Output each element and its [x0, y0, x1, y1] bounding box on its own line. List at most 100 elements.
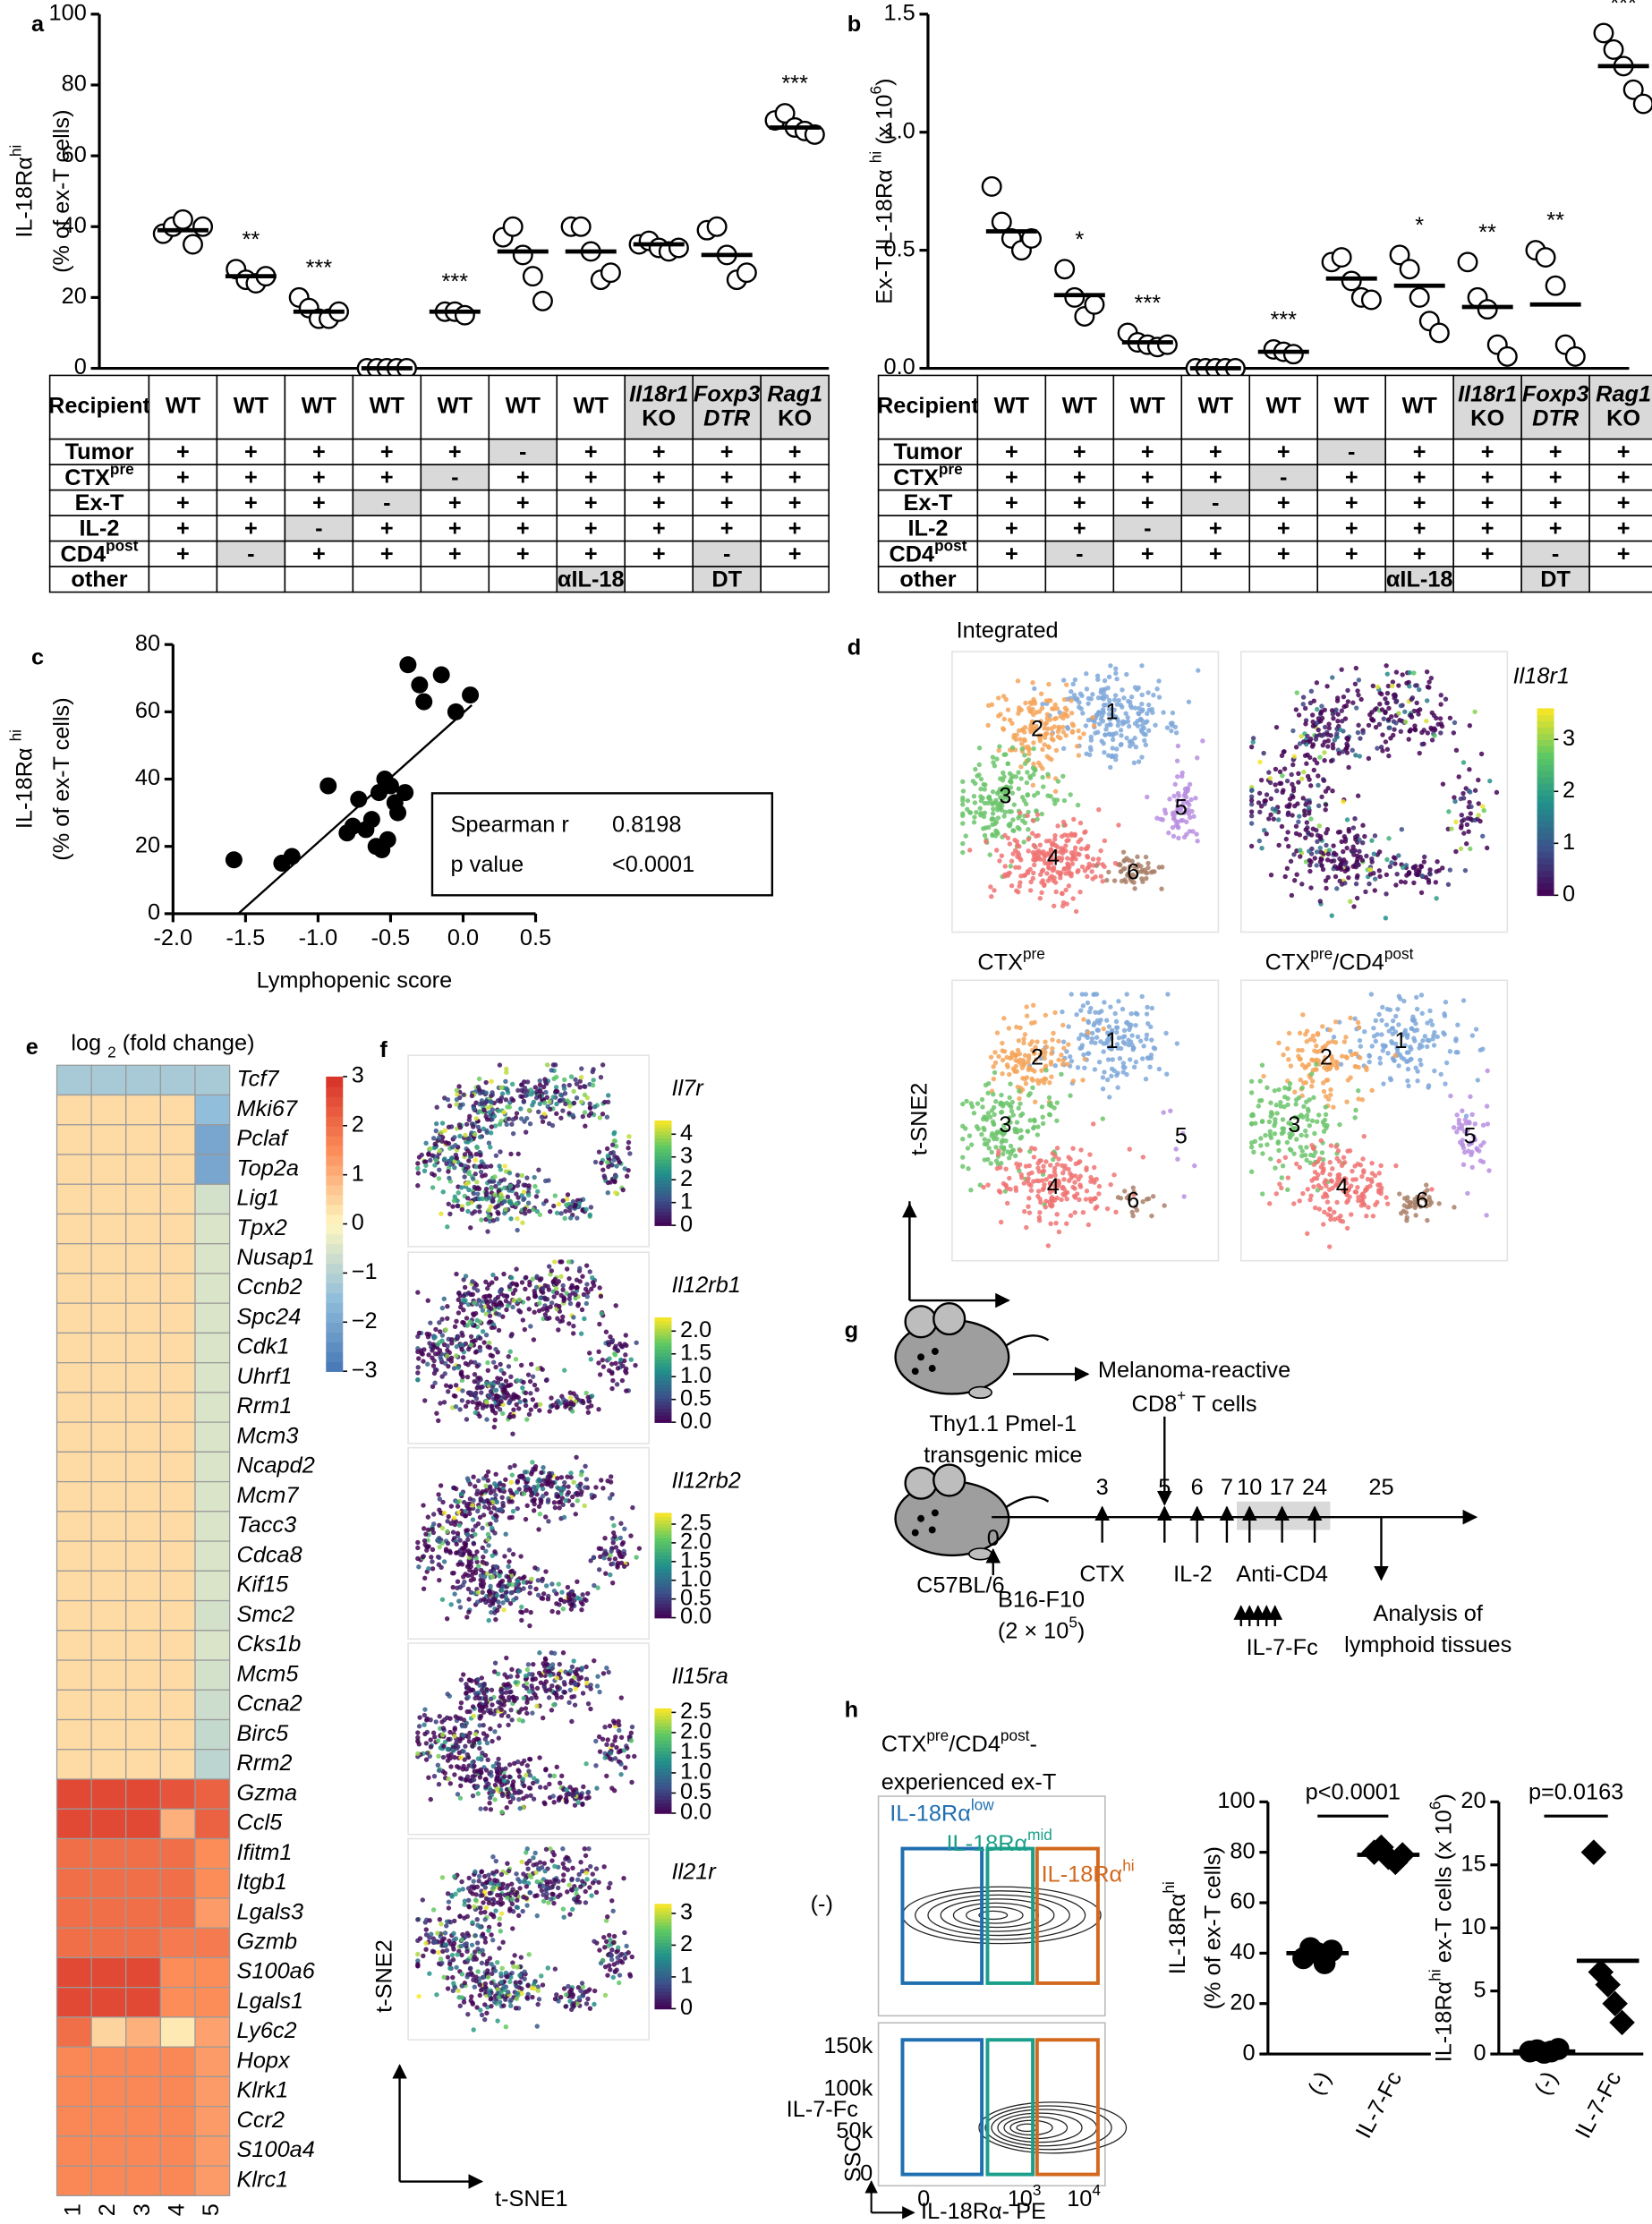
tsne-point: [1107, 1095, 1112, 1100]
tsne-point: [1458, 846, 1464, 852]
tsne-point: [1371, 1034, 1377, 1039]
tsne-point: [1017, 1088, 1022, 1094]
tsne-point: [473, 1152, 479, 1157]
tsne-point: [1111, 878, 1118, 883]
table-value: -: [723, 541, 730, 567]
tsne-point: [998, 1164, 1003, 1171]
tsne-point: [1429, 727, 1435, 732]
tsne-point: [1418, 1057, 1423, 1063]
tsne-point: [1439, 723, 1445, 729]
tsne-point: [1353, 1107, 1358, 1113]
tsne-point: [1361, 1202, 1367, 1207]
tsne-point: [1284, 865, 1290, 871]
tsne-point: [1322, 1209, 1327, 1215]
tsne-point: [1409, 1026, 1414, 1032]
tsne-point: [416, 1330, 422, 1336]
tsne-point: [1271, 816, 1276, 822]
tsne-point: [1409, 1046, 1414, 1052]
tsne-point: [1352, 1051, 1358, 1057]
tsne-point: [965, 797, 971, 804]
tsne-point: [1385, 717, 1392, 722]
tsne-point: [1443, 1081, 1448, 1086]
tsne-point: [471, 1176, 476, 1181]
heatmap-cell: [125, 1183, 162, 1215]
tsne-point: [1436, 1201, 1442, 1206]
panel-letter: h: [845, 1698, 858, 1723]
tsne-point: [431, 1358, 437, 1364]
tsne-point: [1443, 1000, 1449, 1005]
x-tick-label: -0.5: [371, 925, 411, 950]
tsne-point: [1468, 846, 1473, 852]
tsne-point: [1319, 1150, 1325, 1155]
tsne-point: [1332, 864, 1338, 869]
data-point: [706, 216, 728, 237]
tsne-point: [1425, 684, 1431, 690]
tsne-point: [1480, 1159, 1486, 1165]
tsne-point: [1300, 1190, 1306, 1197]
tsne-point: [991, 1076, 997, 1082]
tsne-point: [1032, 1117, 1037, 1122]
tsne-point: [1018, 764, 1024, 770]
tsne-point: [1310, 723, 1316, 729]
tsne-point: [985, 1080, 992, 1086]
tsne-point: [461, 1277, 466, 1282]
tsne-point: [1014, 888, 1019, 893]
data-point: [1496, 345, 1518, 367]
heatmap-cell: [159, 1599, 196, 1632]
tsne-point: [489, 1078, 494, 1085]
tsne-point: [534, 1089, 540, 1095]
tsne-point: [488, 1130, 494, 1136]
tsne-point: [450, 1204, 456, 1209]
tsne-point: [1353, 753, 1358, 758]
tsne-point: [1494, 789, 1500, 796]
cluster-label: 6: [1127, 1189, 1139, 1214]
x-tick-label: 0.5: [520, 925, 551, 950]
column-label: 2: [95, 2203, 120, 2216]
colorbar-step: [326, 1273, 344, 1284]
tsne-point: [486, 1207, 492, 1213]
tsne-point: [985, 1138, 992, 1144]
tsne-point: [1043, 1063, 1049, 1069]
data-point: [774, 103, 796, 124]
tsne-point: [1475, 1078, 1481, 1083]
tsne-point: [1384, 1201, 1391, 1206]
tsne-point: [1278, 1099, 1283, 1105]
tsne-point: [1187, 781, 1193, 788]
tsne-point: [566, 1259, 572, 1265]
table-value: +: [652, 490, 666, 516]
tsne-point: [1126, 723, 1132, 729]
y-tick-label: 0: [1474, 2041, 1486, 2066]
tsne-point: [1035, 812, 1041, 817]
tsne-point: [1124, 992, 1129, 997]
tsne-point: [490, 1218, 497, 1223]
tsne-point: [1102, 677, 1108, 684]
table-value: +: [720, 465, 734, 490]
tsne-point: [1326, 721, 1332, 727]
tsne-point: [1016, 1105, 1021, 1111]
tsne-point: [1176, 835, 1181, 841]
table-cell: [1520, 374, 1590, 440]
tsne-point: [1336, 751, 1341, 756]
tsne-point: [1091, 723, 1097, 729]
heatmap-cell: [90, 1956, 127, 1989]
tsne-point: [1319, 794, 1324, 800]
table-value: +: [244, 439, 258, 464]
heatmap-cell: [90, 1421, 127, 1453]
tsne-point: [480, 1090, 485, 1095]
tsne-point: [1093, 730, 1098, 736]
tsne-point: [1054, 705, 1060, 712]
tsne-point: [1250, 1112, 1256, 1117]
tsne-point: [578, 1099, 584, 1104]
tsne-point: [463, 1298, 468, 1303]
label-part: IL-18Rα: [1431, 1981, 1456, 2063]
colorbar-tick-label: 0: [1563, 882, 1575, 907]
tsne-point: [1288, 1063, 1294, 1069]
tsne-point: [1356, 1025, 1362, 1030]
x-tick-label: 0.0: [447, 925, 479, 950]
tsne-point: [604, 1114, 610, 1120]
row-label: other: [899, 567, 956, 592]
tsne-point: [446, 1140, 452, 1146]
tsne-point: [1437, 716, 1443, 721]
tsne-point: [978, 797, 984, 804]
table-value: +: [1141, 490, 1154, 516]
